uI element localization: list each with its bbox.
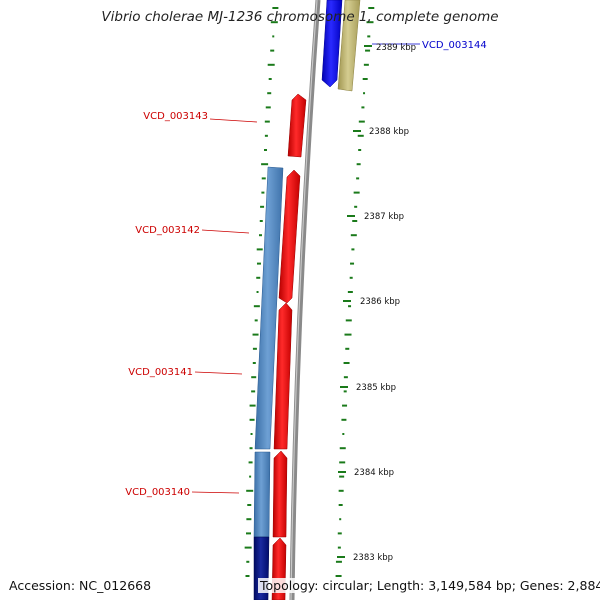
kbp-axis: 2389 kbp 2388 kbp 2387 kbp 2386 kbp 2385… <box>337 43 416 563</box>
label-leader-vcd003143 <box>209 118 258 123</box>
gc-ticks-left <box>244 7 279 577</box>
chromosome-backbone <box>289 0 321 600</box>
topology-text: Topology: circular; Length: 3,149,584 bp… <box>258 578 600 593</box>
gene-olive-arrow <box>337 0 361 92</box>
tick-label-2386: 2386 kbp <box>360 297 400 307</box>
tick-label-2389: 2389 kbp <box>376 43 416 53</box>
gene-steelblue-segment-2 <box>253 451 271 538</box>
tick-label-2384: 2384 kbp <box>354 468 394 478</box>
gc-ticks-right <box>335 7 375 577</box>
label-leader-vcd003140 <box>191 491 240 494</box>
chromosome-backbone-highlight <box>290 0 318 600</box>
gene-label-vcd003143[interactable]: VCD_003143 <box>143 111 208 122</box>
label-leader-vcd003142 <box>201 229 250 234</box>
gene-label-vcd003141[interactable]: VCD_003141 <box>128 367 193 378</box>
gene-vcd003143-arrow <box>287 93 307 158</box>
gene-vcd003140-arrow <box>272 450 288 538</box>
footer-bar: Accession: NC_012668 Topology: circular;… <box>0 574 600 600</box>
tick-label-2387: 2387 kbp <box>364 212 404 222</box>
tick-label-2383: 2383 kbp <box>353 553 393 563</box>
gene-vcd003142-arrow <box>278 169 301 304</box>
tick-label-2385: 2385 kbp <box>356 383 396 393</box>
gene-steelblue-segment-1 <box>254 166 284 450</box>
label-leader-vcd003141 <box>194 371 243 375</box>
gene-label-vcd003144[interactable]: VCD_003144 <box>422 40 487 51</box>
genome-title: Vibrio cholerae MJ-1236 chromosome 1, co… <box>101 9 499 25</box>
gene-label-vcd003140[interactable]: VCD_003140 <box>125 487 190 498</box>
tick-label-2388: 2388 kbp <box>369 127 409 137</box>
gene-label-vcd003142[interactable]: VCD_003142 <box>135 225 200 236</box>
accession-text: Accession: NC_012668 <box>9 578 152 593</box>
gene-vcd003141-arrow <box>273 302 293 450</box>
gene-vcd003144-arrow <box>321 0 343 88</box>
